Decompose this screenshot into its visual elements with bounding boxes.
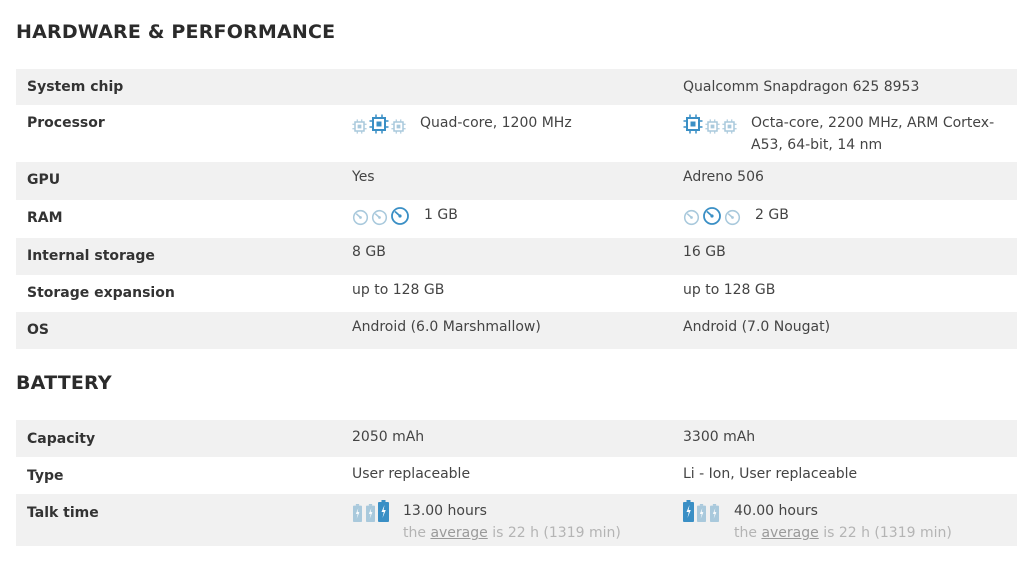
talk-time-block: 40.00 hours the average is 22 h (1319 mi… xyxy=(734,500,952,544)
row-type: Type User replaceable Li - Ion, User rep… xyxy=(16,457,1017,494)
value-text: Li - Ion, User replaceable xyxy=(683,466,858,482)
battery-spec-table: Capacity 2050 mAh 3300 mAh Type User rep… xyxy=(16,420,1017,546)
row-label: Processor xyxy=(27,115,105,131)
processor-rating xyxy=(352,112,406,134)
speedometer-icon xyxy=(371,209,388,226)
value-phone-b: Adreno 506 xyxy=(683,166,1017,188)
talk-time-block: 13.00 hours the average is 22 h (1319 mi… xyxy=(403,500,621,544)
value-phone-b: Octa-core, 2200 MHz, ARM Cortex- A53, 64… xyxy=(683,112,1017,156)
value-text-line-1: Octa-core, 2200 MHz, ARM Cortex- xyxy=(751,115,995,131)
value-text: up to 128 GB xyxy=(683,282,776,298)
value-text: User replaceable xyxy=(352,466,471,482)
ram-rating xyxy=(683,204,741,226)
value-phone-a: User replaceable xyxy=(352,463,683,485)
row-label: GPU xyxy=(27,172,61,188)
value-phone-b: 2 GB xyxy=(683,204,1017,226)
cpu-chip-icon xyxy=(705,119,720,134)
cpu-chip-icon xyxy=(391,119,406,134)
row-label: Capacity xyxy=(27,431,96,447)
row-talk-time: Talk time 13.00 hours the average is 22 … xyxy=(16,494,1017,546)
value-text: 1 GB xyxy=(424,207,458,223)
value-phone-b: Li - Ion, User replaceable xyxy=(683,463,1017,485)
cpu-chip-icon xyxy=(369,114,389,134)
value-phone-a: 8 GB xyxy=(352,241,683,263)
row-label: RAM xyxy=(27,210,63,226)
value-phone-a: Yes xyxy=(352,166,683,188)
value-phone-b: 40.00 hours the average is 22 h (1319 mi… xyxy=(683,500,1017,544)
average-link[interactable]: average xyxy=(761,525,819,541)
row-storage-expansion: Storage expansion up to 128 GB up to 128… xyxy=(16,275,1017,312)
average-note: the average is 22 h (1319 min) xyxy=(734,522,952,544)
battery-icon xyxy=(696,504,707,522)
row-gpu: GPU Yes Adreno 506 xyxy=(16,162,1017,200)
row-label: OS xyxy=(27,322,49,338)
value-text: 2050 mAh xyxy=(352,429,425,445)
value-text: Adreno 506 xyxy=(683,169,764,185)
speedometer-icon xyxy=(702,206,722,226)
battery-icon xyxy=(378,500,389,522)
processor-rating xyxy=(683,112,737,134)
average-suffix: is 22 h (1319 min) xyxy=(492,525,621,541)
speedometer-icon xyxy=(683,209,700,226)
average-suffix: is 22 h (1319 min) xyxy=(823,525,952,541)
value-phone-b: 3300 mAh xyxy=(683,426,1017,448)
value-text: Octa-core, 2200 MHz, ARM Cortex- A53, 64… xyxy=(751,112,994,156)
value-text: Qualcomm Snapdragon 625 8953 xyxy=(683,79,920,95)
row-label: Internal storage xyxy=(27,248,155,264)
row-capacity: Capacity 2050 mAh 3300 mAh xyxy=(16,420,1017,457)
row-internal-storage: Internal storage 8 GB 16 GB xyxy=(16,238,1017,275)
value-text: 8 GB xyxy=(352,244,386,260)
average-prefix: the xyxy=(734,525,757,541)
cpu-chip-icon xyxy=(352,119,367,134)
section-title-battery: BATTERY xyxy=(16,372,112,394)
battery-rating xyxy=(352,500,389,522)
value-phone-b: 16 GB xyxy=(683,241,1017,263)
value-phone-b: up to 128 GB xyxy=(683,279,1017,301)
battery-icon xyxy=(352,504,363,522)
ram-rating xyxy=(352,204,410,226)
value-text: up to 128 GB xyxy=(352,282,445,298)
value-text: Yes xyxy=(352,169,375,185)
battery-icon xyxy=(683,500,694,522)
value-text: 13.00 hours xyxy=(403,503,487,519)
speedometer-icon xyxy=(352,209,369,226)
hardware-spec-table: System chip Qualcomm Snapdragon 625 8953… xyxy=(16,69,1017,349)
value-text: Android (7.0 Nougat) xyxy=(683,319,831,335)
value-phone-b: Android (7.0 Nougat) xyxy=(683,316,1017,338)
row-os: OS Android (6.0 Marshmallow) Android (7.… xyxy=(16,312,1017,349)
value-phone-a: up to 128 GB xyxy=(352,279,683,301)
value-text: Android (6.0 Marshmallow) xyxy=(352,319,541,335)
battery-icon xyxy=(365,504,376,522)
row-label: Talk time xyxy=(27,505,99,521)
value-phone-b: Qualcomm Snapdragon 625 8953 xyxy=(683,76,1017,98)
value-text: 2 GB xyxy=(755,207,789,223)
battery-rating xyxy=(683,500,720,522)
value-text: 16 GB xyxy=(683,244,726,260)
row-label: Type xyxy=(27,468,64,484)
average-prefix: the xyxy=(403,525,426,541)
value-phone-a: 1 GB xyxy=(352,204,683,226)
value-phone-a: 13.00 hours the average is 22 h (1319 mi… xyxy=(352,500,683,544)
value-text: 40.00 hours xyxy=(734,503,818,519)
row-label: Storage expansion xyxy=(27,285,175,301)
row-label: System chip xyxy=(27,79,124,95)
average-link[interactable]: average xyxy=(430,525,488,541)
average-note: the average is 22 h (1319 min) xyxy=(403,522,621,544)
value-phone-a: Quad-core, 1200 MHz xyxy=(352,112,683,134)
section-title-hardware: HARDWARE & PERFORMANCE xyxy=(16,21,336,43)
value-phone-a: 2050 mAh xyxy=(352,426,683,448)
row-ram: RAM 1 GB 2 GB xyxy=(16,200,1017,238)
cpu-chip-icon xyxy=(722,119,737,134)
value-text: 3300 mAh xyxy=(683,429,756,445)
row-system-chip: System chip Qualcomm Snapdragon 625 8953 xyxy=(16,69,1017,105)
battery-icon xyxy=(709,504,720,522)
cpu-chip-icon xyxy=(683,114,703,134)
speedometer-icon xyxy=(390,206,410,226)
value-phone-a: Android (6.0 Marshmallow) xyxy=(352,316,683,338)
value-text: Quad-core, 1200 MHz xyxy=(420,115,572,131)
speedometer-icon xyxy=(724,209,741,226)
row-processor: Processor Quad-core, 1200 MHz Octa-core,… xyxy=(16,105,1017,162)
value-text-line-2: A53, 64-bit, 14 nm xyxy=(751,137,883,153)
